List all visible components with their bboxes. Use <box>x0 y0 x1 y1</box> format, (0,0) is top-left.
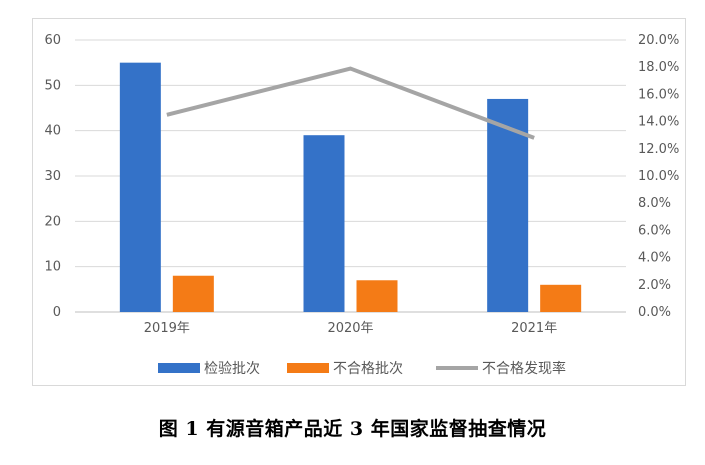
y-right-tick-label: 12.0% <box>638 142 679 157</box>
legend-label: 检验批次 <box>204 361 260 377</box>
bar-inspected <box>487 98 529 312</box>
y-left-tick-label: 30 <box>44 169 61 184</box>
y-left-tick-label: 40 <box>44 124 61 139</box>
y-right-tick-label: 18.0% <box>638 60 679 75</box>
bar-failed <box>172 275 214 312</box>
y-left-tick-label: 50 <box>44 78 61 93</box>
bar-inspected <box>303 135 345 312</box>
y-right-tick-label: 2.0% <box>638 278 671 293</box>
y-left-tick-label: 60 <box>44 33 61 48</box>
x-tick-label: 2019年 <box>144 321 190 336</box>
x-tick-label: 2021年 <box>511 321 557 336</box>
bar-failed <box>356 280 398 312</box>
y-right-tick-label: 8.0% <box>638 196 671 211</box>
legend-swatch <box>287 363 329 373</box>
line-failure-rate <box>166 66 535 140</box>
bar-inspected <box>119 62 161 312</box>
y-right-tick-label: 14.0% <box>638 115 679 130</box>
legend-label: 不合格批次 <box>333 361 403 377</box>
y-left-tick-label: 10 <box>44 260 61 275</box>
y-right-tick-label: 4.0% <box>638 251 671 266</box>
legend-label: 不合格发现率 <box>482 360 566 377</box>
figure-caption: 图 1 有源音箱产品近 3 年国家监督抽查情况 <box>158 418 547 440</box>
y-right-tick-label: 10.0% <box>638 169 679 184</box>
chart-frame: 0 10 20 30 40 50 60 0.0% 2.0% 4.0% 6.0% 8.0% 10.0% 12… <box>32 18 686 386</box>
y-right-tick-label: 0.0% <box>638 305 671 320</box>
y-right-tick-label: 6.0% <box>638 223 671 238</box>
legend-swatch <box>158 363 200 373</box>
bar-failed <box>540 284 582 312</box>
y-left-tick-label: 0 <box>53 305 61 320</box>
y-right-tick-label: 20.0% <box>638 33 679 48</box>
chart: 0 10 20 30 40 50 60 0.0% 2.0% 4.0% 6.0% 8.0% 10.0% 12… <box>44 33 679 377</box>
x-tick-label: 2020年 <box>327 321 373 336</box>
y-left-tick-label: 20 <box>44 214 61 229</box>
y-right-tick-label: 16.0% <box>638 87 679 102</box>
